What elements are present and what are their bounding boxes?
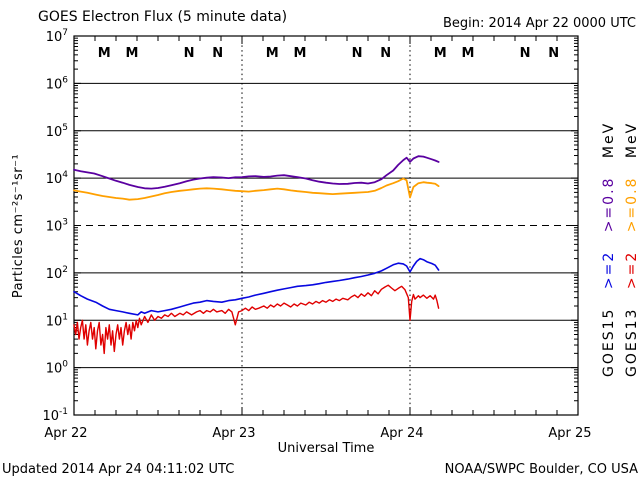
y-tick-label: 107	[46, 28, 68, 45]
y-tick-label: 104	[46, 170, 69, 187]
trace-goes13-ge08	[73, 177, 440, 201]
local-time-marker-goes13: M	[434, 46, 447, 61]
local-time-marker-goes15: M	[125, 46, 138, 61]
y-tick-label: 101	[46, 312, 68, 329]
x-tick-label: Apr 23	[212, 426, 255, 441]
legend-goes15: GOES15 >=2 >=0.8 MeV	[601, 122, 617, 377]
y-tick-label: 102	[46, 265, 68, 282]
legend-goes15-sat: GOES15	[601, 308, 617, 377]
local-time-marker-goes15: M	[293, 46, 306, 61]
y-axis-label: Particles cm⁻²s⁻¹sr⁻¹	[11, 154, 26, 298]
updated-timestamp: Updated 2014 Apr 24 04:11:02 UTC	[2, 462, 234, 477]
local-time-marker-goes13: N	[352, 46, 363, 61]
trace-goes15-ge2	[73, 257, 440, 316]
x-tick-label: Apr 24	[380, 426, 423, 441]
legend-goes13-ge08: >=0.8	[624, 177, 640, 233]
trace-goes15-ge08	[73, 155, 440, 190]
legend-goes13-ge2: >=2	[624, 251, 640, 289]
credit-label: NOAA/SWPC Boulder, CO USA	[445, 462, 638, 477]
plot-area: M M N N M M N N M M N N10710610510410310210110010-1…	[42, 28, 591, 441]
local-time-marker-goes15: N	[212, 46, 223, 61]
y-tick-label: 10-1	[42, 407, 68, 424]
trace-goes13-ge2	[73, 284, 440, 355]
y-tick-label: 105	[46, 123, 68, 140]
legend-goes13-unit: MeV	[624, 122, 640, 158]
local-time-marker-goes13: M	[98, 46, 111, 61]
local-time-marker-goes15: N	[380, 46, 391, 61]
local-time-marker-goes13: M	[266, 46, 279, 61]
y-tick-label: 100	[46, 360, 69, 377]
legend-goes15-ge08: >=0.8	[601, 177, 617, 233]
y-tick-label: 106	[46, 75, 69, 92]
local-time-marker-goes13: N	[520, 46, 531, 61]
y-tick-label: 103	[46, 218, 68, 235]
chart-title: GOES Electron Flux (5 minute data)	[38, 9, 287, 25]
local-time-marker-goes13: N	[184, 46, 195, 61]
legend-goes13: GOES13 >=2 >=0.8 MeV	[624, 122, 640, 377]
plot-frame	[73, 35, 579, 416]
x-tick-label: Apr 22	[44, 426, 87, 441]
x-tick-label: Apr 25	[548, 426, 591, 441]
legend-goes15-ge2: >=2	[601, 251, 617, 289]
legend-goes15-unit: MeV	[601, 122, 617, 158]
local-time-marker-goes15: N	[548, 46, 559, 61]
legend-goes13-sat: GOES13	[624, 308, 640, 377]
local-time-marker-goes15: M	[461, 46, 474, 61]
x-axis-label: Universal Time	[278, 441, 375, 456]
begin-timestamp: Begin: 2014 Apr 22 0000 UTC	[443, 16, 636, 31]
